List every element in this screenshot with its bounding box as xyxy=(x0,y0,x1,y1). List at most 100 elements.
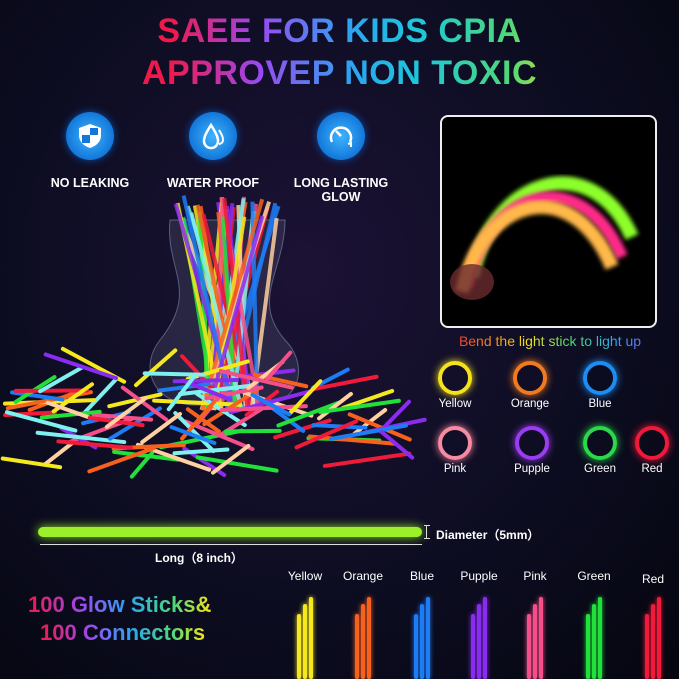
glow-stick xyxy=(206,215,265,411)
glow-stick xyxy=(185,407,221,434)
bracelet-label: Orange xyxy=(510,398,550,410)
glow-stick xyxy=(218,369,294,390)
glow-stick-red xyxy=(657,597,661,679)
glow-stick xyxy=(120,385,169,422)
glow-stick xyxy=(38,365,84,394)
glow-stick xyxy=(223,428,282,434)
glow-stick xyxy=(210,443,251,475)
glow-stick xyxy=(276,400,341,428)
length-measure-line xyxy=(40,544,422,545)
glow-stick-orange xyxy=(367,597,371,679)
feature-long-lasting: LONG LASTING GLOW xyxy=(281,112,401,204)
glow-stick xyxy=(43,352,118,381)
glow-stick xyxy=(311,423,368,430)
glow-stick xyxy=(104,395,148,429)
glow-stick xyxy=(142,371,207,377)
bracelet-green xyxy=(583,426,617,460)
glow-stick xyxy=(107,392,163,409)
glow-stick xyxy=(250,392,292,417)
glow-stick xyxy=(169,425,217,446)
glow-stick xyxy=(340,388,395,410)
bracelet-pupple xyxy=(515,426,549,460)
glow-stick xyxy=(312,374,379,391)
glow-stick xyxy=(112,449,181,462)
glow-stick xyxy=(328,423,408,441)
glow-stick-pupple xyxy=(471,614,475,679)
length-label: Long（8 inch） xyxy=(155,551,243,565)
glow-stick-green xyxy=(586,614,590,679)
glow-stick xyxy=(307,434,398,446)
feature-label: LONG LASTING GLOW xyxy=(293,176,389,204)
glow-stick xyxy=(294,419,359,450)
bend-caption: Bend the light stick to light up xyxy=(440,333,660,349)
quantity-line-2: 100 Connectors xyxy=(40,620,206,645)
glow-stick xyxy=(173,411,216,454)
glow-stick-green xyxy=(598,597,602,679)
bracelet-pink xyxy=(438,426,472,460)
glow-stick-orange xyxy=(355,614,359,679)
headline-line-1: SAEE FOR KIDS CPIA xyxy=(0,12,679,51)
glow-stick-yellow xyxy=(297,614,301,679)
glow-stick xyxy=(322,451,412,468)
gauge-icon xyxy=(317,112,365,160)
bracelet-label: Pupple xyxy=(514,463,550,475)
glow-stick xyxy=(347,412,412,442)
bracelet-label: Yellow xyxy=(438,398,472,410)
bracelet-yellow xyxy=(438,361,472,395)
stick-color-label: Red xyxy=(641,572,664,586)
glow-stick-pink xyxy=(533,604,537,679)
glow-stick xyxy=(4,410,78,433)
glow-stick xyxy=(317,391,353,421)
shield-icon xyxy=(66,112,114,160)
glow-stick xyxy=(172,447,230,456)
glow-stick-pupple xyxy=(483,597,487,679)
glow-stick xyxy=(318,398,401,415)
glow-stick-orange xyxy=(361,604,365,679)
glow-stick-pink xyxy=(527,614,531,679)
stick-color-label: Green xyxy=(577,569,611,583)
glow-stick xyxy=(10,390,65,402)
glow-stick xyxy=(45,400,93,420)
glow-stick xyxy=(0,456,63,470)
glow-stick xyxy=(177,383,251,397)
glow-stick-red xyxy=(645,614,649,679)
glow-stick xyxy=(39,409,102,420)
glow-stick-blue xyxy=(426,597,430,679)
glow-stick xyxy=(265,350,293,381)
glow-stick xyxy=(181,195,235,411)
bracelet-orange xyxy=(513,361,547,395)
stick-color-label: Pink xyxy=(523,569,547,583)
diameter-label: Diameter（5mm） xyxy=(436,528,540,542)
glow-stick xyxy=(129,451,154,479)
glow-stick xyxy=(204,385,264,401)
bending-glow-stick-photo xyxy=(440,115,657,328)
bracelet-red xyxy=(635,426,669,460)
quantity-line-1: 100 Glow Sticks& xyxy=(28,592,212,617)
glow-stick xyxy=(56,439,133,450)
bracelet-label: Pink xyxy=(443,463,467,475)
glow-stick xyxy=(87,446,156,474)
stick-color-label: Pupple xyxy=(460,569,498,583)
glow-stick xyxy=(195,455,279,473)
glow-stick xyxy=(183,419,255,452)
glow-stick xyxy=(43,440,76,467)
glow-stick-pink xyxy=(539,597,543,679)
stick-color-label: Orange xyxy=(342,569,384,583)
feature-label: WATER PROOF xyxy=(166,176,260,190)
glow-stick xyxy=(82,376,119,415)
glow-stick-red xyxy=(651,604,655,679)
feature-no-leaking: NO LEAKING xyxy=(30,112,150,190)
stick-color-label: Yellow xyxy=(287,569,323,583)
glow-stick-yellow xyxy=(303,604,307,679)
glow-stick xyxy=(288,379,323,415)
feature-water-proof: WATER PROOF xyxy=(153,112,273,190)
water-drop-icon xyxy=(189,112,237,160)
glow-stick-blue xyxy=(420,604,424,679)
stick-color-label: Blue xyxy=(409,569,435,583)
bracelet-label: Red xyxy=(641,463,663,475)
glow-stick-yellow xyxy=(309,597,313,679)
diameter-measure-mark xyxy=(424,525,430,539)
glow-stick xyxy=(200,198,265,411)
glow-stick xyxy=(189,212,244,411)
glow-stick xyxy=(166,375,196,412)
